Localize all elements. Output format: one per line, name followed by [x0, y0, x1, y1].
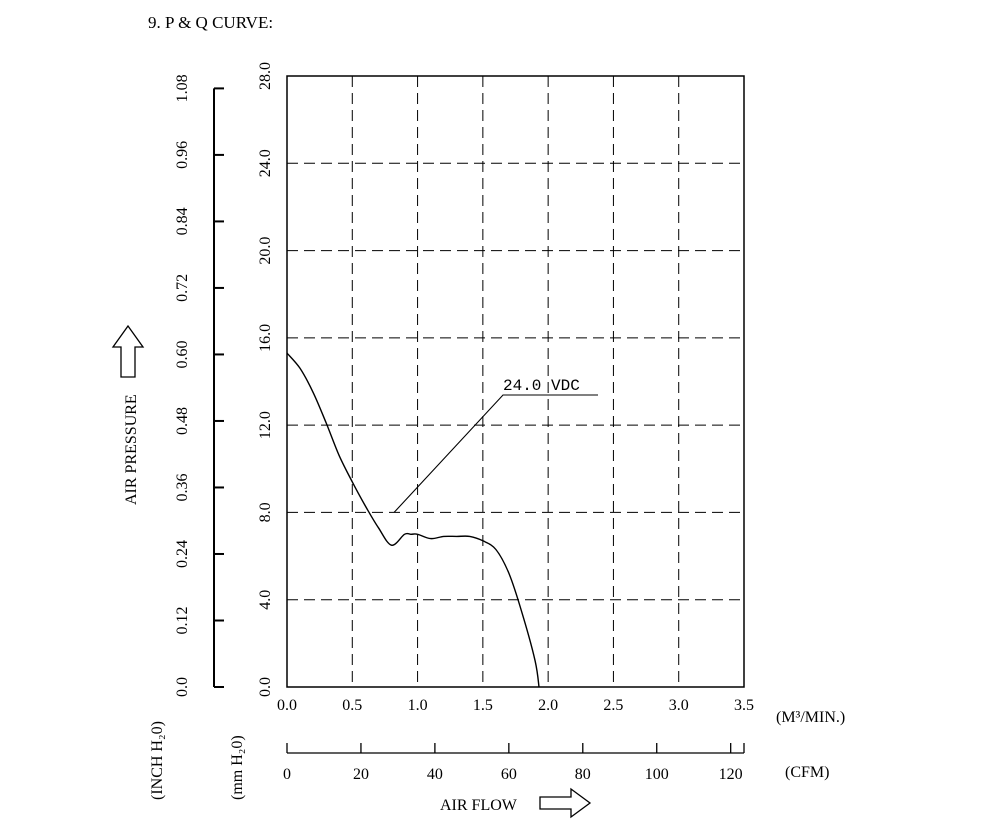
x-axis-label: AIR FLOW: [440, 797, 518, 814]
y-primary-unit: (mm H₂0): [229, 735, 246, 800]
x-tick-label: 0.5: [342, 697, 362, 714]
x-tick-label: 0.0: [277, 697, 297, 714]
pressure-arrow-icon: [111, 324, 145, 378]
y-tick-label: 16.0: [257, 324, 274, 352]
y-tick-label: 8.0: [257, 502, 274, 522]
x-tick-label: 1.0: [408, 697, 428, 714]
cfm-tick-label: 100: [645, 766, 669, 783]
y-secondary-unit: (INCH H₂0): [149, 721, 166, 800]
y-tick-label: 0.0: [257, 677, 274, 697]
x-secondary-unit: (CFM): [785, 764, 829, 781]
inch-axis: 0.0 0.12 0.24 0.36 0.48 0.60 0.72 0.84 0.96 1.08: [174, 74, 224, 697]
inch-tick-label: 0.60: [174, 340, 191, 368]
y-tick-label: 20.0: [257, 237, 274, 265]
cfm-axis: 0 20 40 60 80 100 120: [283, 743, 745, 783]
inch-tick-label: 0.24: [174, 540, 191, 568]
x-primary-unit: (M³/MIN.): [776, 709, 845, 726]
inch-tick-label: 0.12: [174, 606, 191, 634]
chart-heading: 9. P & Q CURVE:: [148, 13, 273, 32]
grid: [287, 76, 744, 687]
x-tick-label: 2.5: [603, 697, 623, 714]
cfm-tick-label: 120: [719, 766, 743, 783]
series-line-24vdc: [286, 352, 540, 688]
series-label-24vdc: 24.0 VDC: [503, 377, 580, 395]
inch-tick-label: 0.72: [174, 274, 191, 302]
x-tick-label: 2.0: [538, 697, 558, 714]
x-tick-label: 3.0: [669, 697, 689, 714]
y-axis-label: AIR PRESSURE: [123, 394, 140, 505]
y-tick-label: 4.0: [257, 590, 274, 610]
y-tick-label: 12.0: [257, 411, 274, 439]
inch-tick-label: 0.84: [174, 207, 191, 235]
cfm-tick-label: 40: [427, 766, 443, 783]
y-tick-label: 28.0: [257, 62, 274, 90]
inch-tick-label: 1.08: [174, 74, 191, 102]
cfm-tick-label: 20: [353, 766, 369, 783]
x-tick-label: 3.5: [734, 697, 754, 714]
cfm-tick-label: 60: [501, 766, 517, 783]
inch-tick-label: 0.96: [174, 141, 191, 169]
annotation-leader: [393, 394, 598, 513]
cfm-tick-label: 0: [283, 766, 291, 783]
inch-tick-label: 0.48: [174, 407, 191, 435]
y-tick-label: 24.0: [257, 149, 274, 177]
x-tick-label: 1.5: [473, 697, 493, 714]
y-axis-ticks: 0.0 4.0 8.0 12.0 16.0 20.0 24.0 28.0: [257, 62, 274, 697]
inch-tick-label: 0.0: [174, 677, 191, 697]
x-axis-ticks: 0.0 0.5 1.0 1.5 2.0 2.5 3.0 3.5: [277, 697, 754, 714]
flow-arrow-icon: [539, 787, 592, 819]
inch-tick-label: 0.36: [174, 473, 191, 501]
plot-area: [286, 75, 745, 688]
cfm-tick-label: 80: [575, 766, 591, 783]
